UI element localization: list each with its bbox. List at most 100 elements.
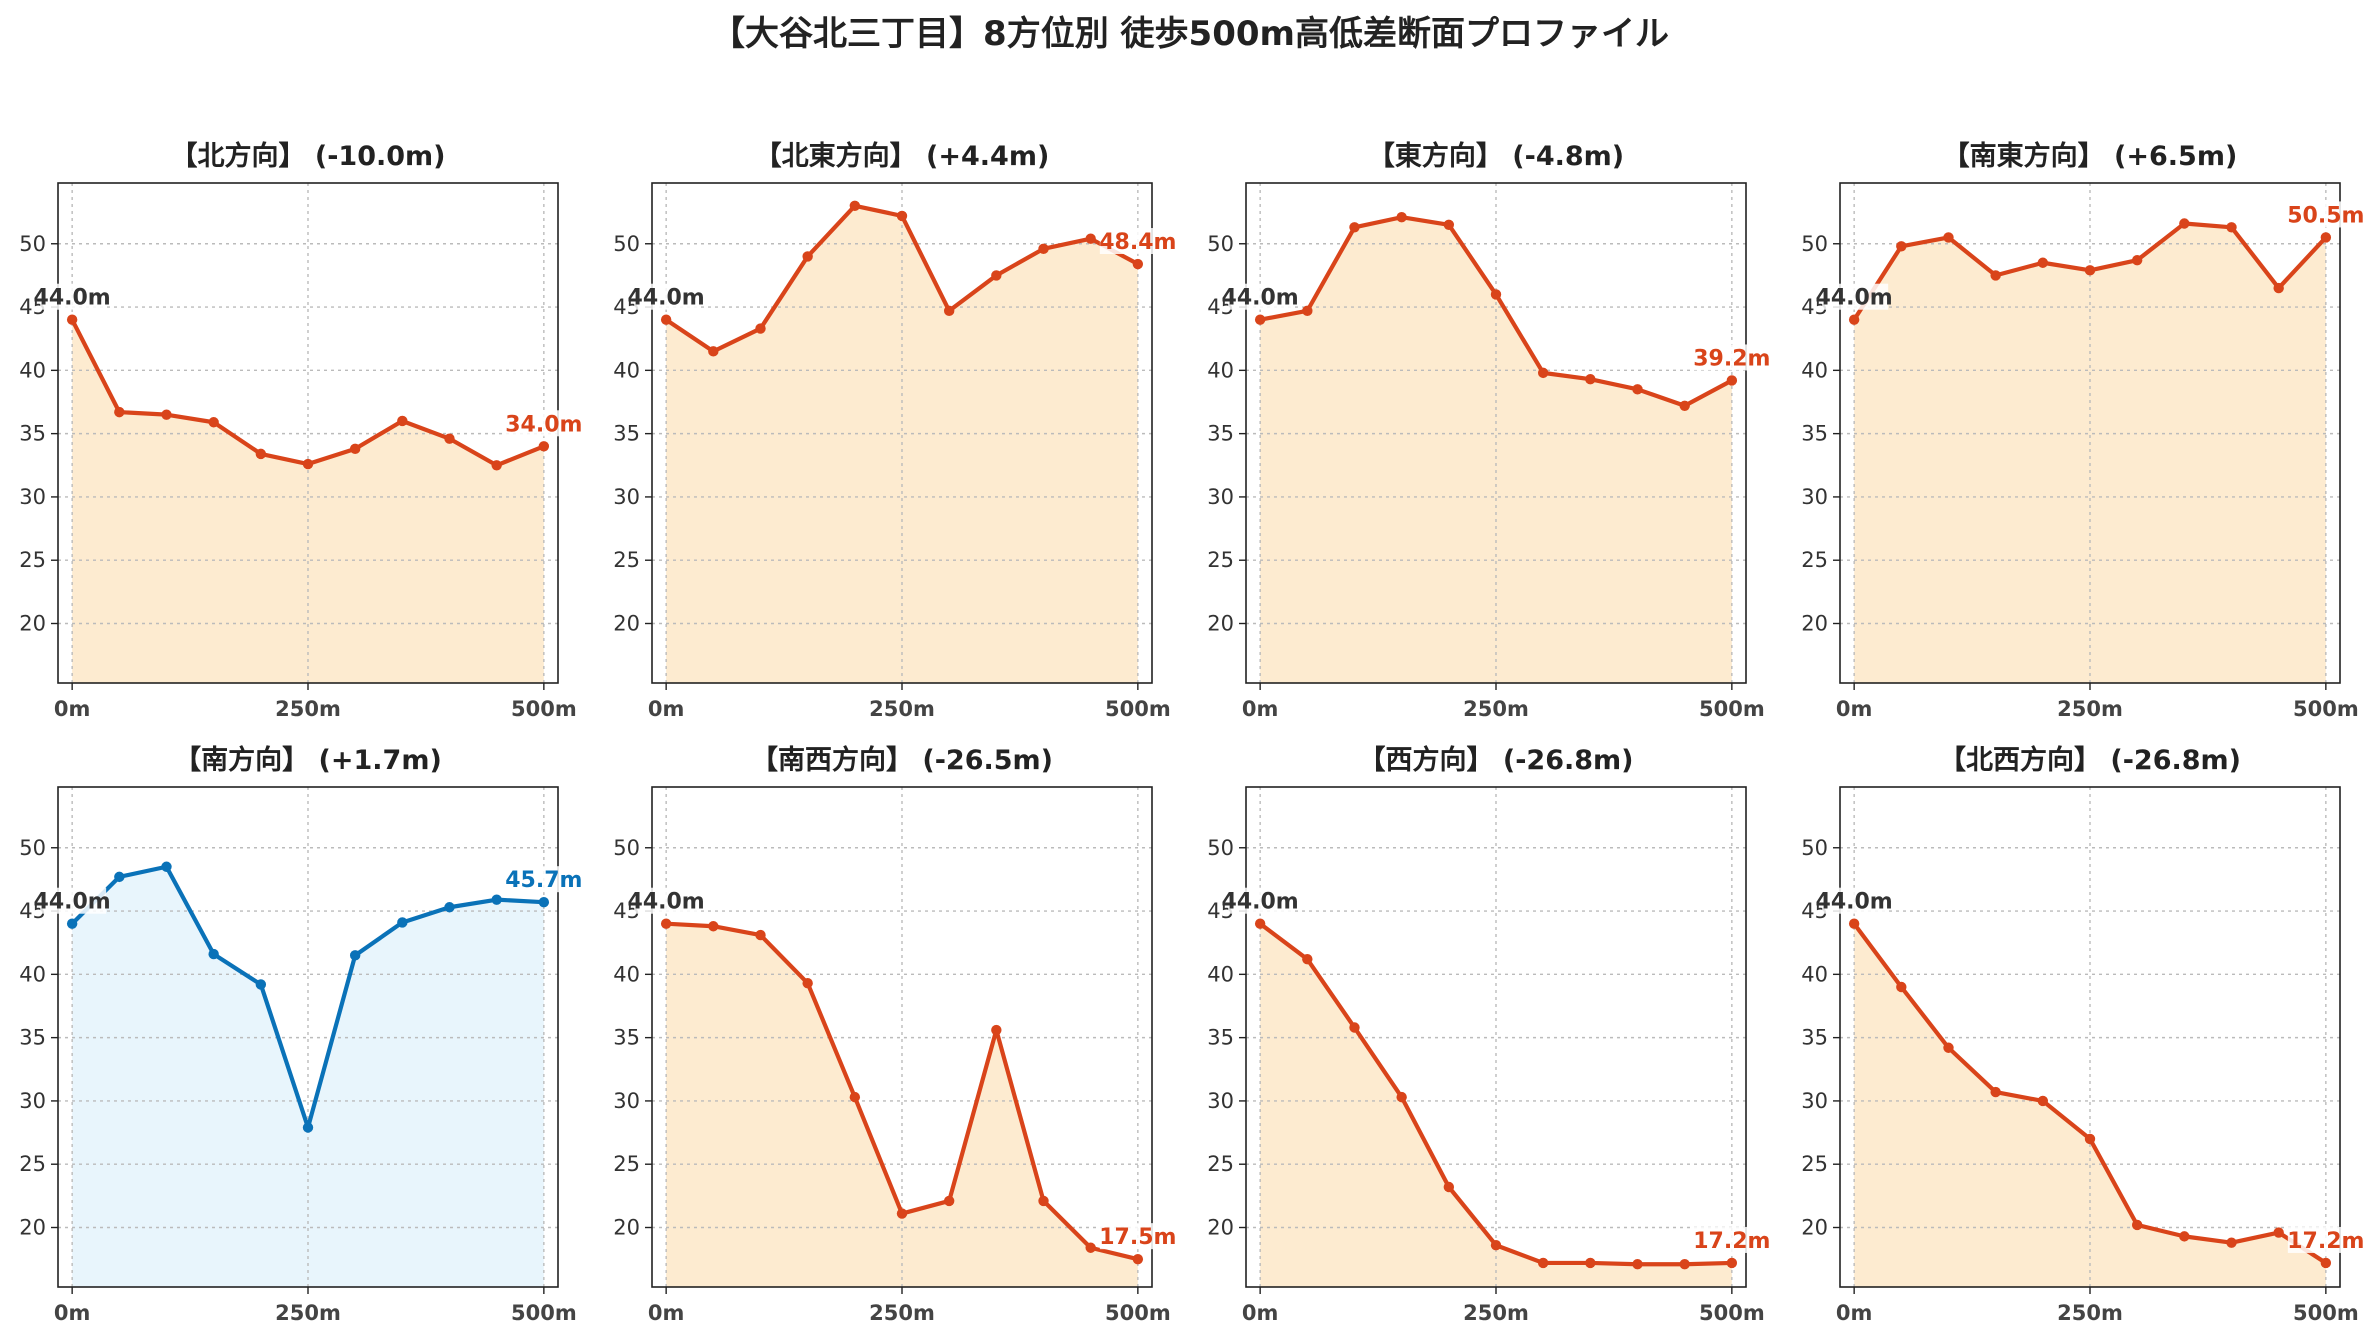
start-label-bg bbox=[1822, 283, 1889, 310]
data-point bbox=[302, 1122, 314, 1133]
x-tick-label: 0m bbox=[648, 697, 685, 721]
start-label-bg bbox=[40, 887, 107, 914]
data-point bbox=[161, 409, 172, 420]
x-tick-label: 250m bbox=[275, 697, 341, 721]
x-tick-label: 500m bbox=[2293, 697, 2359, 721]
data-point bbox=[1896, 241, 1907, 252]
y-tick-label: 25 bbox=[1801, 1152, 1828, 1176]
data-point bbox=[1726, 375, 1738, 386]
start-label: 44.0m bbox=[34, 286, 111, 311]
y-tick-label: 20 bbox=[1801, 612, 1828, 636]
data-point bbox=[2179, 1231, 2190, 1242]
data-point bbox=[2273, 1227, 2284, 1238]
y-tick-label: 35 bbox=[613, 1026, 640, 1050]
data-point bbox=[66, 918, 78, 929]
data-point bbox=[66, 314, 78, 325]
data-point bbox=[1254, 314, 1266, 325]
x-tick-label: 250m bbox=[869, 1301, 935, 1325]
data-point bbox=[1848, 918, 1860, 929]
data-point bbox=[1302, 953, 1313, 965]
y-tick-label: 40 bbox=[1801, 962, 1828, 986]
start-label: 44.0m bbox=[34, 890, 111, 915]
data-point bbox=[2037, 1095, 2049, 1107]
x-tick-label: 0m bbox=[648, 1301, 685, 1325]
data-point bbox=[491, 894, 502, 905]
data-point bbox=[755, 929, 766, 941]
data-point bbox=[1943, 232, 1954, 243]
end-label: 17.5m bbox=[1099, 1225, 1176, 1250]
x-tick-label: 500m bbox=[1105, 697, 1171, 721]
data-point bbox=[444, 433, 455, 444]
subplot-title: 【南東方向】 (+6.5m) bbox=[1943, 140, 2238, 172]
data-point bbox=[1896, 981, 1907, 993]
data-point bbox=[1038, 1195, 1049, 1207]
y-tick-label: 40 bbox=[1207, 962, 1234, 986]
y-tick-label: 40 bbox=[1801, 358, 1828, 382]
end-label: 50.5m bbox=[2287, 203, 2364, 228]
data-point bbox=[1679, 400, 1690, 411]
end-label: 34.0m bbox=[505, 412, 582, 437]
subplot-title: 【西方向】 (-26.8m) bbox=[1358, 744, 1633, 776]
data-point bbox=[491, 460, 502, 471]
data-point bbox=[349, 950, 361, 961]
data-point bbox=[708, 346, 719, 357]
y-tick-label: 20 bbox=[1801, 1216, 1828, 1240]
y-tick-label: 50 bbox=[1801, 232, 1828, 256]
y-tick-label: 30 bbox=[19, 1089, 46, 1113]
data-point bbox=[538, 441, 550, 452]
data-point bbox=[660, 918, 672, 929]
y-tick-label: 50 bbox=[1801, 836, 1828, 860]
y-tick-label: 20 bbox=[613, 1216, 640, 1240]
data-point bbox=[161, 861, 172, 872]
y-tick-label: 50 bbox=[1207, 836, 1234, 860]
y-tick-label: 30 bbox=[1207, 1089, 1234, 1113]
data-point bbox=[2131, 255, 2143, 266]
y-tick-label: 40 bbox=[19, 962, 46, 986]
start-label-bg bbox=[1822, 887, 1889, 914]
y-tick-label: 30 bbox=[613, 485, 640, 509]
data-point bbox=[302, 458, 314, 470]
data-point bbox=[2084, 1133, 2096, 1145]
x-tick-label: 500m bbox=[2293, 1301, 2359, 1325]
main-title: 【大谷北三丁目】8方位別 徒歩500m高低差断面プロファイル bbox=[711, 14, 1669, 54]
data-point bbox=[708, 921, 719, 932]
data-point bbox=[2320, 1257, 2332, 1269]
y-tick-label: 30 bbox=[613, 1089, 640, 1113]
x-tick-label: 0m bbox=[1836, 1301, 1873, 1325]
data-point bbox=[943, 1195, 955, 1207]
data-point bbox=[755, 323, 766, 334]
end-label-bg bbox=[1693, 1226, 1770, 1253]
data-point bbox=[1490, 1240, 1502, 1251]
data-point bbox=[849, 200, 861, 211]
x-tick-label: 500m bbox=[511, 697, 577, 721]
x-tick-label: 500m bbox=[511, 1301, 577, 1325]
start-label-bg bbox=[634, 283, 701, 310]
area-fill bbox=[666, 923, 1138, 1287]
data-point bbox=[849, 1091, 861, 1103]
start-label-bg bbox=[1228, 887, 1295, 914]
data-point bbox=[114, 406, 125, 418]
data-point bbox=[1943, 1042, 1954, 1053]
y-tick-label: 25 bbox=[1207, 1152, 1234, 1176]
area-fill bbox=[1260, 923, 1732, 1287]
x-tick-label: 500m bbox=[1699, 697, 1765, 721]
data-point bbox=[1349, 222, 1360, 233]
data-point bbox=[2179, 218, 2190, 229]
subplot-title: 【北西方向】 (-26.8m) bbox=[1939, 744, 2241, 776]
end-label-bg bbox=[1693, 344, 1770, 371]
x-tick-label: 250m bbox=[1463, 1301, 1529, 1325]
subplot-title: 【南西方向】 (-26.5m) bbox=[751, 744, 1053, 776]
subplot-title: 【北東方向】 (+4.4m) bbox=[755, 140, 1050, 172]
y-tick-label: 35 bbox=[613, 422, 640, 446]
area-fill bbox=[1854, 923, 2326, 1287]
y-tick-label: 40 bbox=[1207, 358, 1234, 382]
y-tick-label: 50 bbox=[613, 232, 640, 256]
end-label-bg bbox=[1099, 228, 1176, 255]
data-point bbox=[943, 305, 955, 317]
x-tick-label: 0m bbox=[1242, 1301, 1279, 1325]
data-point bbox=[660, 314, 672, 325]
data-point bbox=[991, 270, 1002, 281]
